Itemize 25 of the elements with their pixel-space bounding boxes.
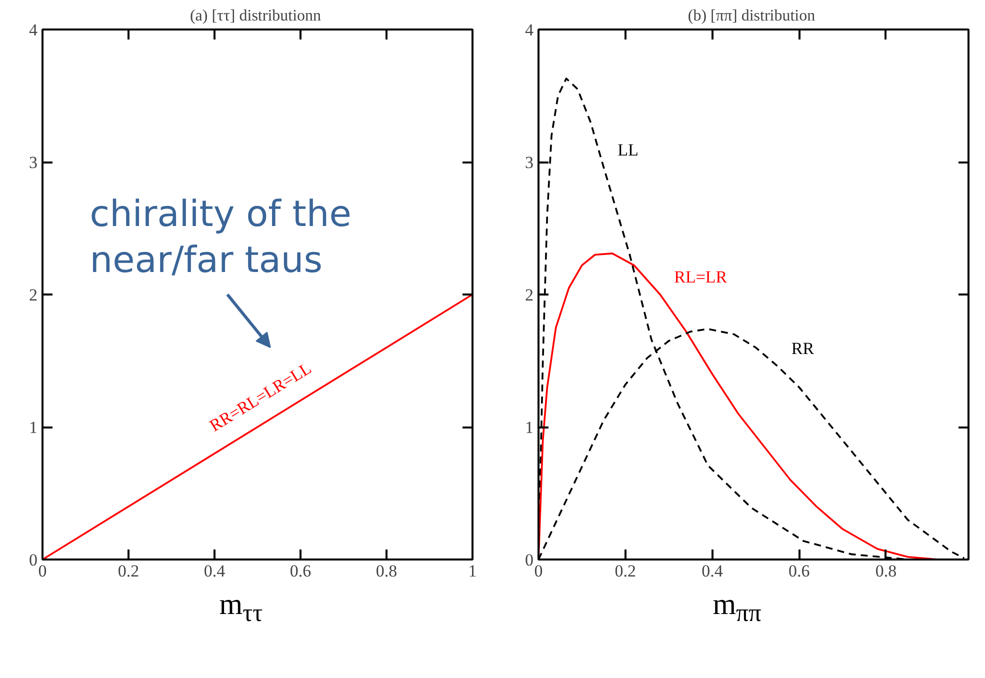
y-tick-label: 1	[29, 418, 38, 437]
x-tick-label: 0.6	[290, 562, 312, 580]
chart-title: (a) [ττ] distributionn	[190, 8, 322, 24]
x-tick-label: 0.4	[204, 562, 226, 580]
annotation: chirality of the near/far taus	[90, 194, 352, 281]
y-tick-label: 4	[525, 20, 534, 40]
y-tick-label: 1	[525, 418, 534, 437]
series-label: RR	[791, 339, 815, 358]
series-label: RL=LR	[674, 268, 728, 286]
x-axis-title: m$_{ττ}$	[218, 587, 264, 629]
series-label: LL	[618, 140, 638, 160]
y-tick-label: 2	[525, 286, 534, 304]
x-tick-label: 0.4	[702, 562, 724, 580]
chart-title: (b) [ππ] distribution	[688, 8, 816, 24]
x-axis-title: m$_{ππ}$	[712, 587, 762, 629]
x-tick-label: 0.8	[376, 562, 398, 580]
y-tick-label: 2	[29, 286, 38, 304]
x-tick-label: 0.6	[788, 562, 810, 580]
x-tick-label: 0.2	[118, 562, 140, 580]
y-tick-label: 3	[525, 153, 534, 172]
y-tick-label: 3	[29, 153, 38, 172]
x-tick-label: 1	[468, 562, 477, 580]
x-tick-label: 0.8	[875, 562, 897, 580]
x-tick-label: 0.2	[614, 562, 636, 580]
y-tick-label: 4	[29, 20, 38, 40]
